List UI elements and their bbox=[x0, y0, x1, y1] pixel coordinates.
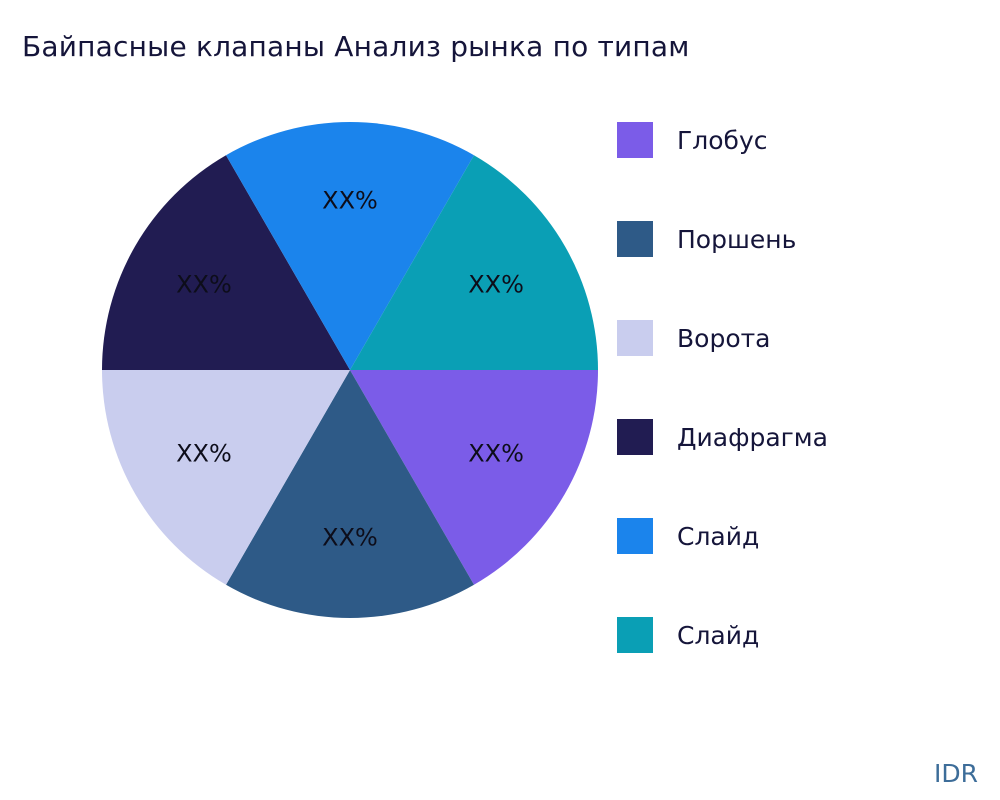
legend-label: Поршень bbox=[677, 224, 797, 254]
legend-label: Диафрагма bbox=[677, 422, 828, 452]
slice-label: XX% bbox=[322, 186, 378, 214]
watermark: IDR bbox=[934, 759, 978, 788]
legend-label: Ворота bbox=[677, 323, 771, 353]
slice-label: XX% bbox=[176, 439, 232, 467]
legend-item: Ворота bbox=[617, 320, 828, 356]
legend-item: Глобус bbox=[617, 122, 828, 158]
legend-swatch bbox=[617, 617, 653, 653]
chart-title: Байпасные клапаны Анализ рынка по типам bbox=[22, 30, 690, 63]
legend-swatch bbox=[617, 518, 653, 554]
legend-swatch bbox=[617, 419, 653, 455]
legend-item: Слайд bbox=[617, 518, 828, 554]
legend-swatch bbox=[617, 221, 653, 257]
slice-label: XX% bbox=[322, 524, 378, 552]
legend-swatch bbox=[617, 320, 653, 356]
legend-label: Слайд bbox=[677, 521, 760, 551]
pie-slice bbox=[226, 370, 474, 618]
slice-label: XX% bbox=[176, 271, 232, 299]
pie-slice bbox=[350, 155, 598, 370]
pie-slice bbox=[102, 155, 350, 370]
legend-label: Слайд bbox=[677, 620, 760, 650]
legend-swatch bbox=[617, 122, 653, 158]
pie-slice bbox=[350, 370, 598, 585]
slice-label: XX% bbox=[468, 271, 524, 299]
pie-slice bbox=[226, 122, 474, 371]
legend-item: Слайд bbox=[617, 617, 828, 653]
legend-item: Диафрагма bbox=[617, 419, 828, 455]
pie-slice bbox=[102, 370, 350, 585]
pie-chart: XX% XX% XX% XX% XX% XX% bbox=[102, 122, 598, 618]
legend-item: Поршень bbox=[617, 221, 828, 257]
legend-label: Глобус bbox=[677, 125, 768, 155]
legend: Глобус Поршень Ворота Диафрагма Слайд Слайд bbox=[617, 122, 828, 653]
slice-label: XX% bbox=[468, 439, 524, 467]
